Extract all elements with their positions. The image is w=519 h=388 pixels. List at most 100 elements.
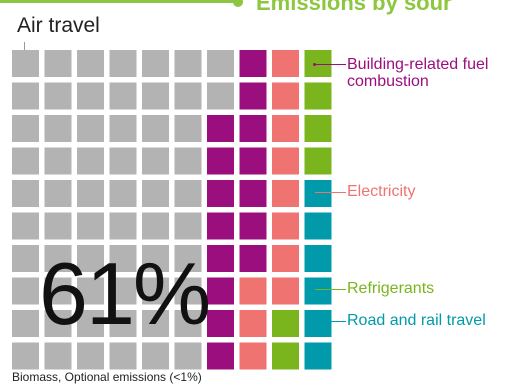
waffle-cell-air-travel <box>77 50 104 77</box>
waffle-cell-building-related-fuel-combustion <box>239 245 267 272</box>
waffle-cell-building-related-fuel-combustion <box>239 50 267 77</box>
waffle-cell-air-travel <box>44 180 72 207</box>
building-fuel-connector <box>315 64 346 65</box>
waffle-cell-air-travel <box>77 245 104 272</box>
waffle-cell-air-travel <box>77 115 104 142</box>
waffle-cell-air-travel <box>142 277 169 305</box>
electricity-connector <box>315 192 346 193</box>
waffle-cell-building-related-fuel-combustion <box>207 115 234 142</box>
waffle-cell-air-travel <box>174 50 202 77</box>
waffle-cell-air-travel <box>12 115 39 142</box>
waffle-cell-electricity <box>239 310 267 337</box>
waffle-cell-electricity <box>272 82 299 110</box>
waffle-cell-air-travel <box>44 342 72 370</box>
refrigerants-label: Refrigerants <box>347 280 435 297</box>
air-travel-label: Air travel <box>17 14 100 37</box>
electricity-label: Electricity <box>347 183 416 200</box>
waffle-cell-air-travel <box>109 180 137 207</box>
waffle-cell-air-travel <box>44 212 72 240</box>
waffle-cell-electricity <box>272 180 299 207</box>
title-rule-dot <box>233 0 243 7</box>
waffle-cell-building-related-fuel-combustion <box>239 212 267 240</box>
waffle-cell-air-travel <box>174 342 202 370</box>
waffle-cell-air-travel <box>142 245 169 272</box>
waffle-cell-building-related-fuel-combustion <box>207 277 234 305</box>
waffle-cell-air-travel <box>77 212 104 240</box>
waffle-cell-air-travel <box>109 245 137 272</box>
waffle-cell-refrigerants <box>272 342 299 370</box>
waffle-cell-building-related-fuel-combustion <box>239 82 267 110</box>
waffle-cell-air-travel <box>44 277 72 305</box>
waffle-cell-electricity <box>272 212 299 240</box>
waffle-cell-air-travel <box>142 115 169 142</box>
waffle-cell-air-travel <box>109 82 137 110</box>
waffle-cell-air-travel <box>207 82 234 110</box>
waffle-cell-air-travel <box>44 115 72 142</box>
waffle-cell-air-travel <box>142 82 169 110</box>
waffle-cell-air-travel <box>174 180 202 207</box>
waffle-cell-air-travel <box>77 147 104 175</box>
waffle-cell-air-travel <box>12 342 39 370</box>
waffle-cell-building-related-fuel-combustion <box>239 115 267 142</box>
waffle-cell-road-and-rail-travel <box>304 277 332 305</box>
waffle-cell-air-travel <box>12 310 39 337</box>
road-rail-connector <box>315 321 346 322</box>
waffle-cell-building-related-fuel-combustion <box>207 180 234 207</box>
waffle-cell-air-travel <box>109 212 137 240</box>
waffle-cell-air-travel <box>142 342 169 370</box>
waffle-cell-electricity <box>272 277 299 305</box>
waffle-cell-road-and-rail-travel <box>304 342 332 370</box>
road-rail-label: Road and rail travel <box>347 312 486 329</box>
waffle-cell-air-travel <box>77 277 104 305</box>
waffle-cell-air-travel <box>174 212 202 240</box>
headline-percent: 61% <box>39 244 211 343</box>
building-fuel-connector-dot <box>313 63 316 66</box>
waffle-cell-air-travel <box>77 180 104 207</box>
waffle-cell-building-related-fuel-combustion <box>239 147 267 175</box>
waffle-cell-electricity <box>272 245 299 272</box>
waffle-cell-building-related-fuel-combustion <box>207 147 234 175</box>
waffle-cell-air-travel <box>12 212 39 240</box>
waffle-cell-air-travel <box>12 147 39 175</box>
waffle-cell-road-and-rail-travel <box>304 245 332 272</box>
waffle-cell-air-travel <box>77 82 104 110</box>
waffle-cell-air-travel <box>77 342 104 370</box>
waffle-cell-air-travel <box>12 50 39 77</box>
waffle-cell-electricity <box>239 342 267 370</box>
waffle-cell-refrigerants <box>304 82 332 110</box>
waffle-cell-building-related-fuel-combustion <box>207 310 234 337</box>
waffle-cell-refrigerants <box>304 50 332 77</box>
waffle-cell-air-travel <box>174 82 202 110</box>
waffle-cell-electricity <box>272 115 299 142</box>
waffle-cell-air-travel <box>12 82 39 110</box>
refrigerants-connector <box>315 289 346 290</box>
waffle-cell-electricity <box>272 50 299 77</box>
waffle-cell-building-related-fuel-combustion <box>207 212 234 240</box>
chart-title: Emissions by sour <box>256 0 452 15</box>
waffle-cell-air-travel <box>207 50 234 77</box>
title-rule <box>0 0 238 3</box>
building-fuel-label-line1: Building-related fuel <box>347 56 489 73</box>
waffle-cell-air-travel <box>44 50 72 77</box>
waffle-cell-building-related-fuel-combustion <box>239 180 267 207</box>
waffle-cell-refrigerants <box>304 147 332 175</box>
waffle-cell-air-travel <box>109 277 137 305</box>
waffle-cell-air-travel <box>109 115 137 142</box>
waffle-cell-refrigerants <box>304 115 332 142</box>
waffle-cell-air-travel <box>142 50 169 77</box>
waffle-cell-air-travel <box>174 277 202 305</box>
air-travel-pointer <box>24 42 25 51</box>
waffle-cell-air-travel <box>109 310 137 337</box>
waffle-cell-air-travel <box>44 147 72 175</box>
waffle-cell-air-travel <box>174 147 202 175</box>
waffle-cell-building-related-fuel-combustion <box>207 245 234 272</box>
waffle-cell-electricity <box>272 147 299 175</box>
waffle-cell-road-and-rail-travel <box>304 180 332 207</box>
waffle-cell-air-travel <box>109 342 137 370</box>
waffle-cell-air-travel <box>174 310 202 337</box>
waffle-cell-air-travel <box>77 310 104 337</box>
waffle-cell-air-travel <box>109 147 137 175</box>
waffle-cell-refrigerants <box>272 310 299 337</box>
waffle-cell-electricity <box>239 277 267 305</box>
